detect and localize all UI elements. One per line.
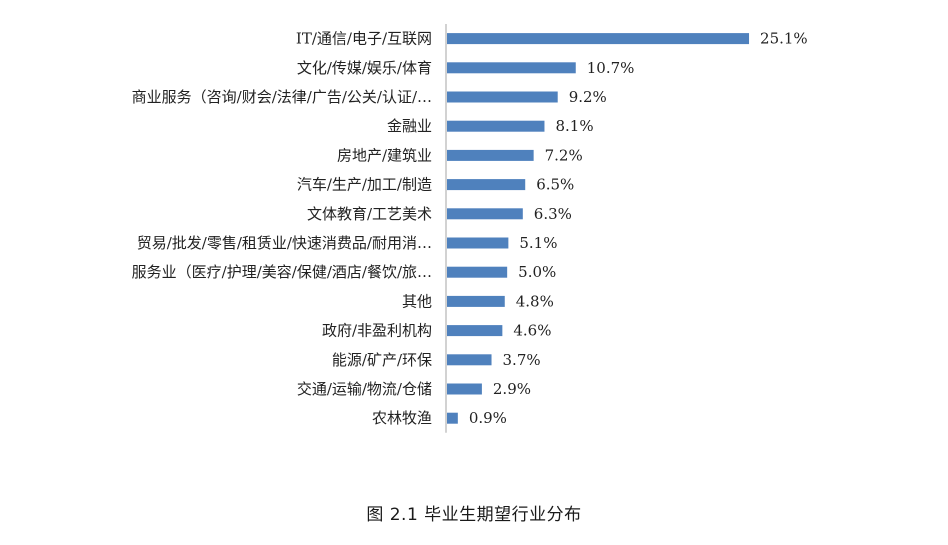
value-labels: 25.1% 10.7% 9.2% 8.1% 7.2% 6.5% 6.3% 5.1% 5.0% 4.… xyxy=(469,30,808,428)
category-label: 贸易/批发/零售/租赁业/快速消费品/耐用消… xyxy=(137,234,432,252)
category-label: 服务业（医疗/护理/美容/保健/酒店/餐饮/旅… xyxy=(132,263,432,281)
data-label: 4.6% xyxy=(513,322,551,340)
category-label: 能源/矿产/环保 xyxy=(332,351,432,369)
data-label: 4.8% xyxy=(516,292,554,310)
bar xyxy=(447,412,458,424)
data-label: 25.1% xyxy=(760,30,808,48)
bar xyxy=(447,383,482,395)
bar xyxy=(447,237,509,249)
category-label: IT/通信/电子/互联网 xyxy=(296,30,432,48)
chart-caption: 图 2.1 毕业生期望行业分布 xyxy=(366,505,582,525)
bar xyxy=(447,295,505,307)
data-label: 6.5% xyxy=(536,176,574,194)
data-label: 5.0% xyxy=(518,263,556,281)
data-label: 8.1% xyxy=(555,117,593,135)
category-label: 房地产/建筑业 xyxy=(337,146,432,164)
category-label: 汽车/生产/加工/制造 xyxy=(297,176,432,194)
bar xyxy=(447,120,545,132)
bar xyxy=(447,208,523,220)
bar xyxy=(447,91,558,103)
bar xyxy=(447,266,508,278)
data-label: 5.1% xyxy=(519,234,557,252)
bar xyxy=(447,325,503,337)
data-label: 0.9% xyxy=(469,409,507,427)
category-label: 农林牧渔 xyxy=(372,409,432,427)
data-label: 7.2% xyxy=(545,146,583,164)
bar xyxy=(447,149,534,161)
bar xyxy=(447,179,526,191)
bars-layer xyxy=(447,33,750,424)
category-labels: IT/通信/电子/互联网文化/传媒/娱乐/体育商业服务（咨询/财会/法律/广告/… xyxy=(132,30,432,428)
category-label: 政府/非盈利机构 xyxy=(322,322,432,340)
bar xyxy=(447,33,750,45)
category-label: 交通/运输/物流/仓储 xyxy=(297,380,432,398)
bar xyxy=(447,354,492,366)
category-label: 商业服务（咨询/财会/法律/广告/公关/认证/… xyxy=(132,88,432,106)
category-label: 金融业 xyxy=(387,117,432,135)
data-label: 2.9% xyxy=(493,380,531,398)
data-label: 9.2% xyxy=(569,88,607,106)
category-label: 文体教育/工艺美术 xyxy=(307,205,432,223)
data-label: 6.3% xyxy=(534,205,572,223)
bar xyxy=(447,62,576,74)
category-label: 文化/传媒/娱乐/体育 xyxy=(297,59,432,77)
data-label: 10.7% xyxy=(587,59,635,77)
category-label: 其他 xyxy=(402,292,432,310)
data-label: 3.7% xyxy=(503,351,541,369)
